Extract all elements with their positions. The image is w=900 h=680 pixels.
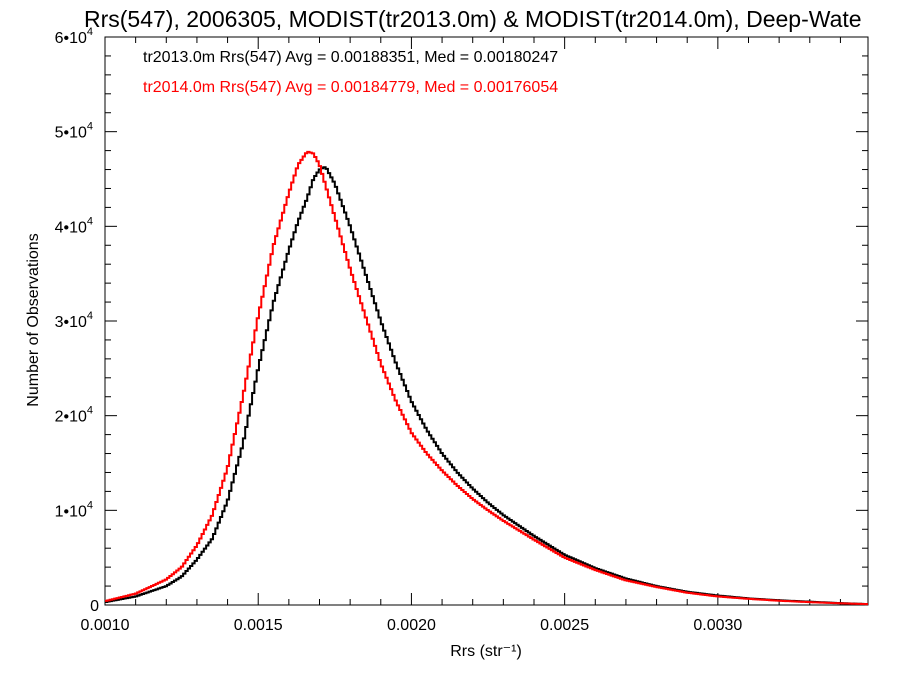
chart-title: Rrs(547), 2006305, MODIST(tr2013.0m) & M… [84, 6, 862, 32]
y-tick-label: 4•104 [55, 215, 93, 236]
x-tick-label: 0.0020 [387, 617, 436, 634]
x-axis: 0.0010 0.0015 0.0020 0.0025 0.0030 [81, 37, 841, 634]
y-tick-label: 1•104 [55, 499, 93, 520]
histogram-series-2 [105, 150, 868, 606]
series-layer [105, 150, 868, 606]
annotation-series-1: tr2013.0m Rrs(547) Avg = 0.00188351, Med… [143, 49, 558, 66]
y-tick-label: 0 [90, 598, 99, 615]
y-axis-label: Number of Observations [25, 233, 42, 406]
y-tick-label: 2•104 [55, 405, 93, 426]
y-tick-label: 5•104 [55, 121, 93, 142]
y-tick-label: 3•104 [55, 310, 93, 331]
annotation-series-2: tr2014.0m Rrs(547) Avg = 0.00184779, Med… [143, 79, 558, 96]
x-axis-label: Rrs (str⁻¹) [450, 643, 522, 660]
x-tick-label: 0.0015 [234, 617, 283, 634]
x-tick-label: 0.0025 [540, 617, 589, 634]
x-tick-label: 0.0030 [693, 617, 742, 634]
y-tick-label: 6•104 [55, 26, 93, 47]
y-axis: 0 1•104 2•104 3•104 4•104 5•104 6•104 [55, 26, 868, 615]
x-tick-label: 0.0010 [81, 617, 130, 634]
histogram-series-1 [105, 166, 868, 606]
